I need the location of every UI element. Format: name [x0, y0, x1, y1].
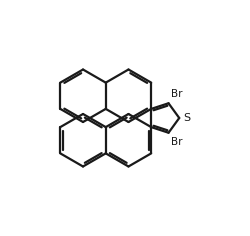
Text: Br: Br: [170, 137, 182, 147]
Text: Br: Br: [170, 89, 182, 99]
Text: S: S: [183, 113, 190, 123]
